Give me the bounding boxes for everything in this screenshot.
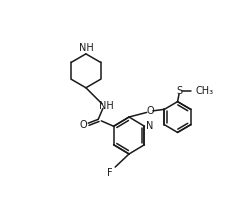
Text: NH: NH [98,101,113,111]
Text: CH₃: CH₃ [195,86,213,96]
Text: S: S [176,86,182,96]
Text: O: O [146,106,154,116]
Text: N: N [146,121,153,131]
Text: F: F [107,168,113,178]
Text: O: O [80,120,87,130]
Text: NH: NH [79,43,93,53]
